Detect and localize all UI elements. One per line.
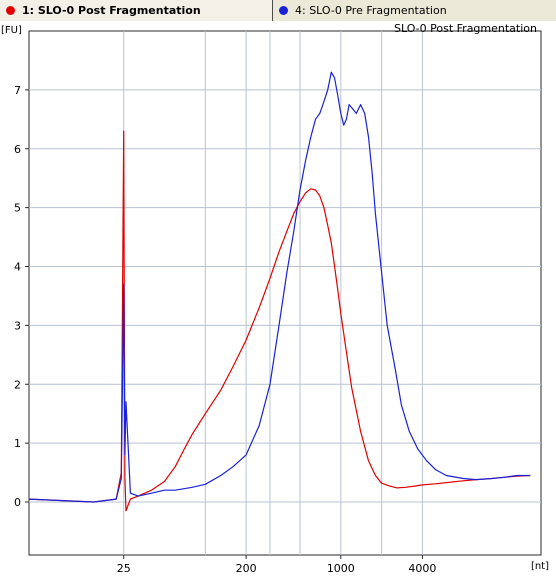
red-dot-icon	[6, 6, 15, 15]
electropherogram-chart: 0 1 2 3 4 5 6 7 25 200 1000 4000 SLO-0 Post Fragmen…	[0, 21, 556, 586]
gridlines	[29, 31, 541, 555]
tab-post-fragmentation[interactable]: 1: SLO-0 Post Fragmentation	[0, 0, 273, 21]
blue-dot-icon	[279, 6, 288, 15]
y-tick-label: 1	[14, 437, 21, 450]
y-tick-label: 2	[14, 378, 21, 391]
tab-label: 1: SLO-0 Post Fragmentation	[22, 4, 201, 17]
y-axis-label: [FU]	[1, 25, 22, 36]
x-axis-label: [nt]	[531, 561, 549, 572]
series-line-1	[28, 130, 531, 512]
y-tick-label: 3	[14, 319, 21, 332]
x-tick-label: 25	[117, 562, 131, 575]
tab-label: 4: SLO-0 Pre Fragmentation	[295, 4, 447, 17]
y-tick-label: 5	[14, 202, 21, 215]
series-lines	[28, 71, 531, 512]
tick-labels: 0 1 2 3 4 5 6 7 25 200 1000 4000	[14, 84, 436, 575]
x-tick-label: 1000	[327, 562, 355, 575]
y-tick-label: 6	[14, 143, 21, 156]
plot-area	[28, 30, 542, 556]
chart-title: SLO-0 Post Fragmentation	[394, 22, 537, 35]
series-line-2	[28, 71, 531, 503]
tab-bar: 1: SLO-0 Post Fragmentation 4: SLO-0 Pre…	[0, 0, 556, 22]
x-tick-label: 4000	[408, 562, 436, 575]
x-tick-label: 200	[236, 562, 257, 575]
y-tick-label: 0	[14, 496, 21, 509]
y-tick-label: 4	[14, 261, 21, 274]
y-tick-label: 7	[14, 84, 21, 97]
tab-pre-fragmentation[interactable]: 4: SLO-0 Pre Fragmentation	[273, 0, 556, 21]
